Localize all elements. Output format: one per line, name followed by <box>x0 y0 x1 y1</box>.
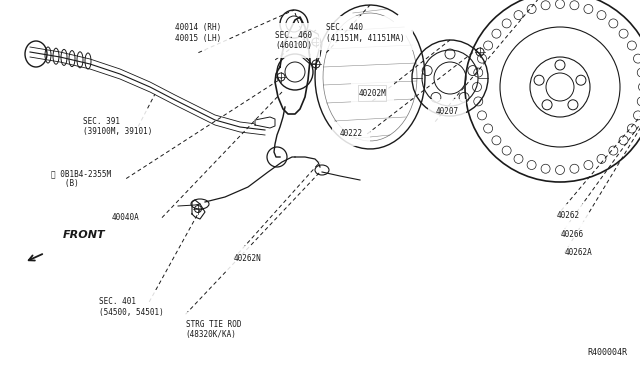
Text: 40266: 40266 <box>561 230 584 239</box>
Text: SEC. 440
(41151M, 41151MA): SEC. 440 (41151M, 41151MA) <box>326 23 405 43</box>
Text: 40262N: 40262N <box>234 254 261 263</box>
Text: SEC. 460
(46010D): SEC. 460 (46010D) <box>275 31 312 50</box>
Text: 40014 (RH)
40015 (LH): 40014 (RH) 40015 (LH) <box>175 23 221 43</box>
Text: SEC. 391
(39100M, 39101): SEC. 391 (39100M, 39101) <box>83 117 152 136</box>
Polygon shape <box>255 117 275 128</box>
Text: 40222: 40222 <box>339 129 362 138</box>
Text: FRONT: FRONT <box>63 230 106 240</box>
Text: 40262: 40262 <box>557 211 580 220</box>
Text: R400004R: R400004R <box>588 348 627 357</box>
Text: 40202M: 40202M <box>358 89 386 97</box>
Text: 40262A: 40262A <box>564 248 592 257</box>
Text: 40207: 40207 <box>435 107 458 116</box>
Text: STRG TIE ROD
(48320K/KA): STRG TIE ROD (48320K/KA) <box>186 320 241 339</box>
Text: Ⓑ 0B1B4-2355M
   (B): Ⓑ 0B1B4-2355M (B) <box>51 169 111 188</box>
Text: SEC. 401
(54500, 54501): SEC. 401 (54500, 54501) <box>99 297 164 317</box>
Text: 40040A: 40040A <box>112 213 140 222</box>
